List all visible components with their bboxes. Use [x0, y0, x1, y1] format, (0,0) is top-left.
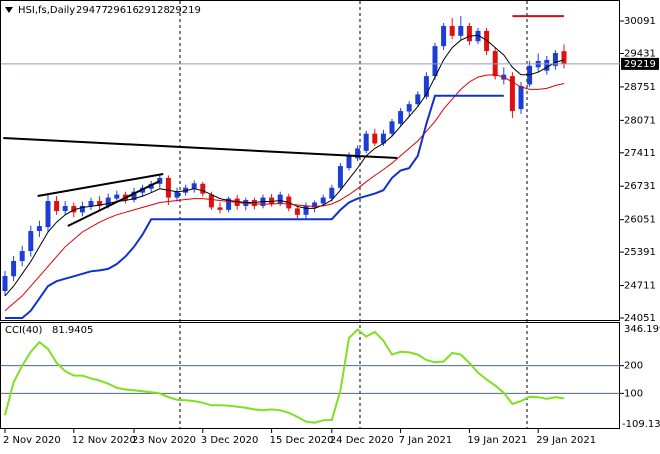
candle-body: [114, 194, 120, 199]
candle-body: [303, 205, 309, 215]
candle-body: [415, 94, 421, 105]
candle-body: [269, 197, 275, 204]
candle-body: [131, 191, 137, 201]
price-tag: [621, 57, 659, 70]
candle-body: [11, 261, 17, 277]
candle-body: [432, 46, 438, 77]
low-value: 29128: [138, 5, 170, 16]
x-tick-label: 3 Dec 2020: [201, 435, 259, 446]
candle-body: [329, 187, 335, 199]
candle-body: [518, 85, 524, 110]
menu-icon[interactable]: [5, 7, 13, 13]
indicator-line: [5, 94, 504, 319]
candle-body: [165, 177, 171, 198]
price-tag-label: 29219: [624, 59, 656, 70]
candle-body: [312, 202, 318, 208]
candle-body: [389, 121, 395, 134]
trendline: [37, 172, 164, 197]
candle-body: [71, 206, 77, 213]
candle-body: [355, 148, 361, 159]
indicator-line: [4, 74, 565, 312]
candle-body: [449, 25, 455, 36]
candle-body: [380, 133, 386, 144]
cci-line: [4, 328, 565, 424]
chart-title: HSI,fs,Daily: [18, 5, 75, 16]
candle-body: [2, 276, 8, 292]
candle-body: [509, 76, 515, 112]
candle-body: [406, 104, 412, 112]
x-tick-label: 7 Jan 2021: [399, 435, 453, 446]
candle-body: [466, 25, 472, 42]
cci-min-label: -109.138: [622, 419, 660, 430]
candle-body: [552, 53, 558, 66]
candle-body: [174, 191, 180, 198]
y-tick-label: 200: [624, 361, 643, 372]
candle-body: [363, 133, 369, 151]
candle-body: [62, 206, 68, 212]
x-tick-label: 2 Nov 2020: [3, 435, 61, 446]
trendline: [3, 137, 398, 159]
x-tick-label: 15 Dec 2020: [270, 435, 334, 446]
close-value: 29219: [169, 5, 201, 16]
candle-body: [97, 201, 103, 206]
y-tick-label: 24051: [624, 313, 656, 324]
candle-body: [79, 205, 85, 213]
candle-body: [544, 59, 550, 71]
y-tick-label: 26731: [624, 181, 656, 192]
candle-body: [441, 25, 447, 47]
x-tick-label: 12 Nov 2020: [72, 435, 136, 446]
y-tick-label: 24711: [624, 281, 656, 292]
y-tick-label: 28751: [624, 82, 656, 93]
cci-panel: [0, 322, 620, 429]
candle-body: [372, 133, 378, 144]
candle-body: [320, 197, 326, 204]
candle-body: [458, 25, 464, 36]
y-tick-label: 25391: [624, 247, 656, 258]
y-tick-label: 100: [624, 388, 643, 399]
candle-body: [200, 183, 206, 194]
candle-body: [88, 201, 94, 206]
candle-body: [277, 194, 283, 204]
y-tick-label: 30091: [624, 16, 656, 27]
y-tick-label: 27411: [624, 148, 656, 159]
candle-body: [346, 156, 352, 169]
candle-body: [19, 251, 25, 262]
candle-body: [475, 30, 481, 42]
price-panel: [0, 0, 620, 321]
indicator-line: [4, 34, 565, 297]
candle-body: [398, 111, 404, 124]
candle-body: [45, 201, 51, 228]
candle-body: [36, 226, 42, 232]
candle-body: [294, 208, 300, 215]
candle-body: [191, 183, 197, 189]
x-tick-label: 29 Jan 2021: [536, 435, 596, 446]
trendline: [67, 180, 161, 227]
candle-body: [208, 194, 214, 208]
candle-body: [484, 30, 490, 52]
candle-body: [54, 201, 60, 212]
x-tick-label: 19 Jan 2021: [467, 435, 527, 446]
y-tick-label: 29431: [624, 48, 656, 59]
x-tick-label: 24 Dec 2020: [330, 435, 394, 446]
cci-title: CCI(40): [5, 325, 43, 336]
open-value: 29477: [76, 5, 108, 16]
candle-body: [28, 231, 34, 252]
candle-body: [561, 51, 567, 64]
candle-body: [217, 207, 223, 210]
x-tick-label: 23 Nov 2020: [132, 435, 196, 446]
cci-max-label: 346.1991: [624, 324, 660, 335]
y-tick-label: 26051: [624, 215, 656, 226]
candle-body: [157, 177, 163, 184]
high-value: 29616: [107, 5, 139, 16]
cci-value: 81.9405: [52, 325, 93, 336]
candle-body: [337, 166, 343, 188]
candle-body: [105, 197, 111, 206]
candle-body: [226, 198, 232, 210]
y-tick-label: 28071: [624, 115, 656, 126]
candle-body: [423, 76, 429, 97]
